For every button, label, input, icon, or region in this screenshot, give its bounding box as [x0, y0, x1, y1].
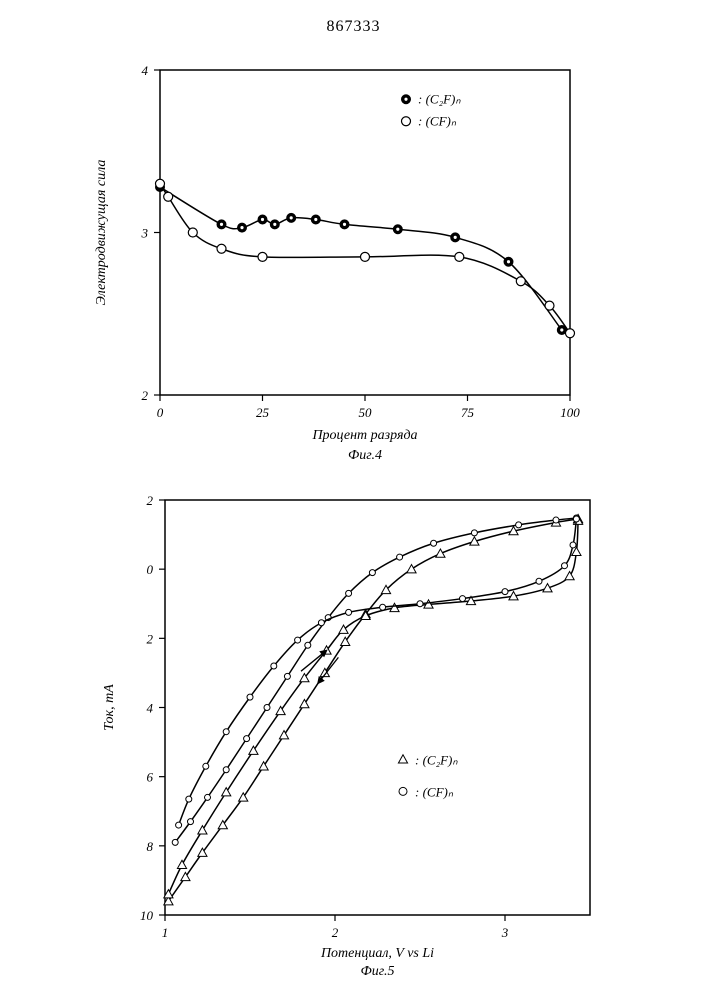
- svg-text:2: 2: [142, 388, 149, 403]
- svg-text:50: 50: [359, 405, 373, 420]
- svg-text:2: 2: [147, 631, 154, 646]
- fig5-svg: 1 2 3 10 8 6 4 2 0 2 : (C₂F)ₙ : (CF)ₙ Потенциал, V v…: [60, 480, 620, 980]
- svg-text:100: 100: [560, 405, 580, 420]
- svg-text:8: 8: [147, 839, 154, 854]
- svg-text:2: 2: [147, 493, 154, 508]
- svg-text:: (CF)ₙ: : (CF)ₙ: [418, 113, 457, 128]
- svg-text:4: 4: [147, 701, 154, 716]
- svg-text:2: 2: [332, 925, 339, 940]
- svg-text:75: 75: [461, 405, 475, 420]
- svg-text:: (CF)ₙ: : (CF)ₙ: [415, 784, 454, 799]
- svg-text:4: 4: [142, 63, 149, 78]
- svg-text:Потенциал, V vs Li: Потенциал, V vs Li: [320, 946, 434, 961]
- svg-text:Фиг.5: Фиг.5: [360, 964, 394, 979]
- fig4-svg: 0 25 50 75 100 2 3 4 : (C₂F)ₙ : (CF)ₙ Процент разр…: [40, 40, 600, 470]
- svg-text:Ток, mA: Ток, mA: [102, 684, 117, 731]
- svg-text:0: 0: [157, 405, 164, 420]
- svg-text:3: 3: [141, 226, 149, 241]
- svg-text:: (C₂F)ₙ: : (C₂F)ₙ: [415, 752, 458, 767]
- svg-text:10: 10: [140, 908, 154, 923]
- svg-text:Процент разряда: Процент разряда: [311, 428, 417, 443]
- svg-text:0: 0: [147, 562, 154, 577]
- figure-5: 1 2 3 10 8 6 4 2 0 2 : (C₂F)ₙ : (CF)ₙ Потенциал, V v…: [60, 480, 620, 980]
- svg-text:6: 6: [147, 770, 154, 785]
- doc-number: 867333: [327, 18, 381, 36]
- svg-text:Электродвижущая сила: Электродвижущая сила: [94, 160, 109, 306]
- figure-4: 0 25 50 75 100 2 3 4 : (C₂F)ₙ : (CF)ₙ Процент разр…: [40, 40, 600, 470]
- svg-text:1: 1: [162, 925, 169, 940]
- svg-text:25: 25: [256, 405, 270, 420]
- svg-text:: (C₂F)ₙ: : (C₂F)ₙ: [418, 91, 461, 106]
- svg-text:3: 3: [501, 925, 509, 940]
- svg-text:Фиг.4: Фиг.4: [348, 448, 382, 463]
